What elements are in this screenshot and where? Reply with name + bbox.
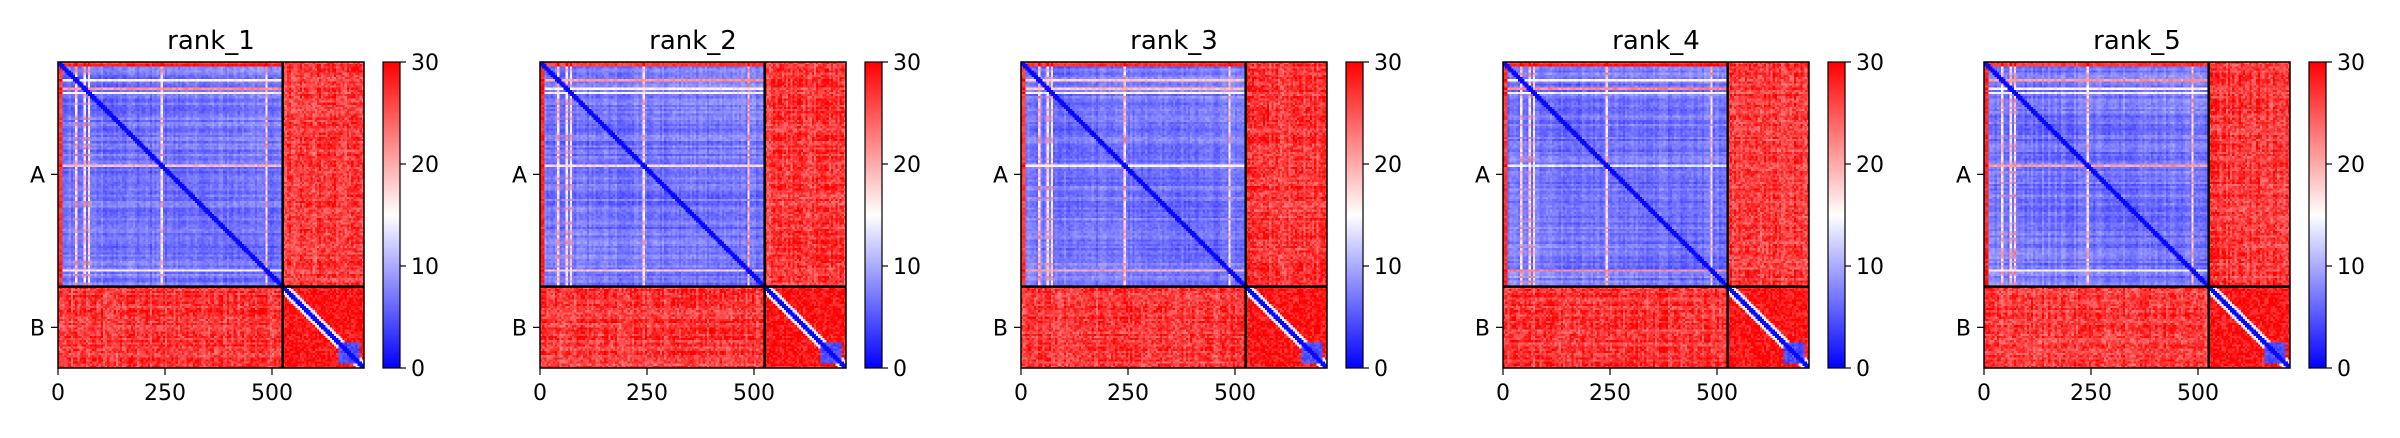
- colorbar: [382, 61, 401, 369]
- colorbar: [2308, 61, 2327, 369]
- axes-frame: [539, 61, 847, 369]
- colorbar-tick-label: 20: [411, 153, 439, 178]
- colorbar-tick-label: 10: [2337, 255, 2365, 280]
- chain-label-A: A: [512, 163, 527, 188]
- panel-rank_4: rank_4 0 250 500 A B 0 10 20 30: [1475, 26, 1884, 406]
- x-tick-label: 0: [51, 381, 65, 406]
- colorbar-tick-label: 20: [1374, 153, 1402, 178]
- colorbar-tick-label: 20: [2337, 153, 2365, 178]
- colorbar-tick-label: 30: [411, 51, 439, 76]
- colorbar: [1345, 61, 1364, 369]
- colorbar: [1827, 61, 1846, 369]
- colorbar-tick-label: 30: [893, 51, 921, 76]
- panel-title: rank_4: [1612, 26, 1700, 56]
- x-tick-label: 500: [1696, 381, 1738, 406]
- colorbar-tick-label: 0: [2337, 357, 2351, 382]
- panel-rank_5: rank_5 0 250 500 A B 0 10 20 30: [1956, 26, 2365, 406]
- x-tick-label: 250: [1589, 381, 1631, 406]
- axes-frame: [1502, 61, 1810, 369]
- panel-rank_2: rank_2 0 250 500 A B 0 10 20 30: [512, 26, 921, 406]
- colorbar-tick-label: 0: [1856, 357, 1870, 382]
- x-tick-label: 0: [1014, 381, 1028, 406]
- panel-rank_3: rank_3 0 250 500 A B 0 10 20 30: [993, 26, 1402, 406]
- pae-heatmap: [540, 62, 846, 368]
- colorbar-tick-label: 0: [893, 357, 907, 382]
- x-tick-label: 0: [1496, 381, 1510, 406]
- panel-title: rank_3: [1130, 26, 1218, 56]
- panel-title: rank_1: [167, 26, 255, 56]
- x-tick-label: 500: [251, 381, 293, 406]
- chain-label-B: B: [30, 316, 45, 341]
- pae-heatmap: [1503, 62, 1809, 368]
- chain-label-A: A: [30, 163, 45, 188]
- chain-label-A: A: [1956, 163, 1971, 188]
- x-tick-label: 250: [1107, 381, 1149, 406]
- x-tick-label: 500: [1214, 381, 1256, 406]
- colorbar-tick-label: 10: [1374, 255, 1402, 280]
- panel-title: rank_2: [649, 26, 737, 56]
- colorbar-tick-label: 20: [1856, 153, 1884, 178]
- colorbar-tick-label: 30: [2337, 51, 2365, 76]
- panel-title: rank_5: [2093, 26, 2181, 56]
- x-tick-label: 0: [533, 381, 547, 406]
- x-tick-label: 250: [626, 381, 668, 406]
- colorbar-tick-label: 10: [411, 255, 439, 280]
- colorbar-tick-label: 10: [893, 255, 921, 280]
- axes-frame: [57, 61, 365, 369]
- x-tick-label: 250: [144, 381, 186, 406]
- panel-rank_1: rank_1 0 250 500 A B 0 10 20 30: [30, 26, 439, 406]
- chain-label-B: B: [512, 316, 527, 341]
- chain-label-A: A: [993, 163, 1008, 188]
- colorbar-tick-label: 10: [1856, 255, 1884, 280]
- x-tick-label: 0: [1977, 381, 1991, 406]
- colorbar-tick-label: 30: [1374, 51, 1402, 76]
- pae-heatmap: [58, 62, 364, 368]
- colorbar-tick-label: 20: [893, 153, 921, 178]
- pae-heatmap: [1984, 62, 2290, 368]
- colorbar-tick-label: 30: [1856, 51, 1884, 76]
- chain-label-A: A: [1475, 163, 1490, 188]
- colorbar: [864, 61, 883, 369]
- colorbar-tick-label: 0: [1374, 357, 1388, 382]
- chain-label-B: B: [1475, 316, 1490, 341]
- axes-frame: [1020, 61, 1328, 369]
- x-tick-label: 250: [2070, 381, 2112, 406]
- axes-frame: [1983, 61, 2291, 369]
- chain-label-B: B: [993, 316, 1008, 341]
- chain-label-B: B: [1956, 316, 1971, 341]
- colorbar-tick-label: 0: [411, 357, 425, 382]
- pae-heatmap: [1021, 62, 1327, 368]
- x-tick-label: 500: [733, 381, 775, 406]
- x-tick-label: 500: [2177, 381, 2219, 406]
